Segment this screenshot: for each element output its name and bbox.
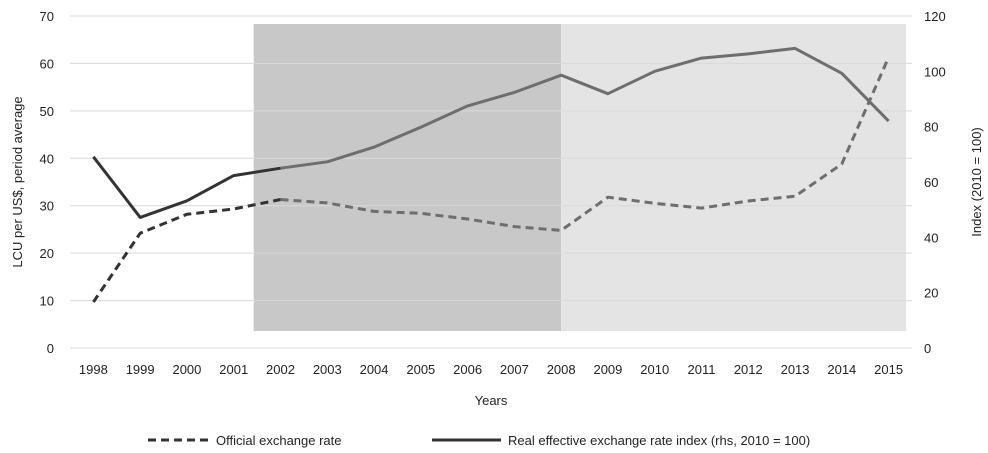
left-axis-ticks: 0 10 20 30 40 50 60 70 <box>40 9 54 356</box>
x-tick-label: 2007 <box>500 362 529 377</box>
y2-tick-label: 100 <box>924 64 946 79</box>
y2-tick-label: 0 <box>924 341 931 356</box>
x-axis-ticks: 1998 1999 2000 2001 2002 2003 2004 2005 2006 2007… <box>79 362 903 377</box>
y2-tick-label: 60 <box>924 175 938 190</box>
y2-tick-label: 40 <box>924 230 938 245</box>
x-tick-label: 2006 <box>453 362 482 377</box>
y-tick-label: 20 <box>40 246 54 261</box>
series-lines <box>92 46 890 303</box>
x-tick-label: 2012 <box>734 362 763 377</box>
y-tick-label: 30 <box>40 199 54 214</box>
y2-axis-title: Index (2010 = 100) <box>969 127 984 237</box>
y-tick-label: 70 <box>40 9 54 24</box>
x-tick-label: 2015 <box>874 362 903 377</box>
y-tick-label: 50 <box>40 104 54 119</box>
y-tick-label: 40 <box>40 151 54 166</box>
shaded-period-layer <box>253 24 906 331</box>
x-tick-label: 2005 <box>406 362 435 377</box>
x-tick-label: 2000 <box>172 362 201 377</box>
y2-tick-label: 120 <box>924 9 946 24</box>
y2-tick-label: 80 <box>924 120 938 135</box>
x-tick-label: 2010 <box>640 362 669 377</box>
x-tick-label: 2013 <box>781 362 810 377</box>
series-line-official-rate-early <box>92 198 281 303</box>
x-tick-label: 2009 <box>593 362 622 377</box>
right-axis-ticks: 0 20 40 60 80 100 120 <box>924 9 946 356</box>
y-tick-label: 0 <box>47 341 54 356</box>
x-tick-label: 2014 <box>827 362 856 377</box>
x-tick-label: 2008 <box>547 362 576 377</box>
series-line-reer-index-late <box>280 46 890 170</box>
shaded-period-2002-2008 <box>253 24 562 331</box>
gridlines <box>70 15 912 349</box>
x-tick-label: 2011 <box>688 362 716 377</box>
y2-tick-label: 20 <box>924 286 938 301</box>
legend: Official exchange rate Real effective ex… <box>148 433 810 448</box>
x-axis-title: Years <box>475 393 508 408</box>
legend-label-official-rate: Official exchange rate <box>216 433 342 448</box>
x-tick-label: 1998 <box>79 362 108 377</box>
series-line-reer-index-early <box>92 155 281 219</box>
series-line-official-rate-late <box>280 56 890 232</box>
y-tick-label: 10 <box>40 294 54 309</box>
legend-label-reer-index: Real effective exchange rate index (rhs,… <box>508 433 810 448</box>
y-tick-label: 60 <box>40 56 54 71</box>
shaded-period-2008-2015 <box>561 24 906 331</box>
x-tick-label: 2001 <box>219 362 248 377</box>
x-tick-label: 2003 <box>313 362 342 377</box>
x-tick-label: 2004 <box>360 362 389 377</box>
x-tick-label: 2002 <box>266 362 295 377</box>
y-axis-title: LCU per US$, period average <box>10 96 25 267</box>
x-tick-label: 1999 <box>126 362 155 377</box>
